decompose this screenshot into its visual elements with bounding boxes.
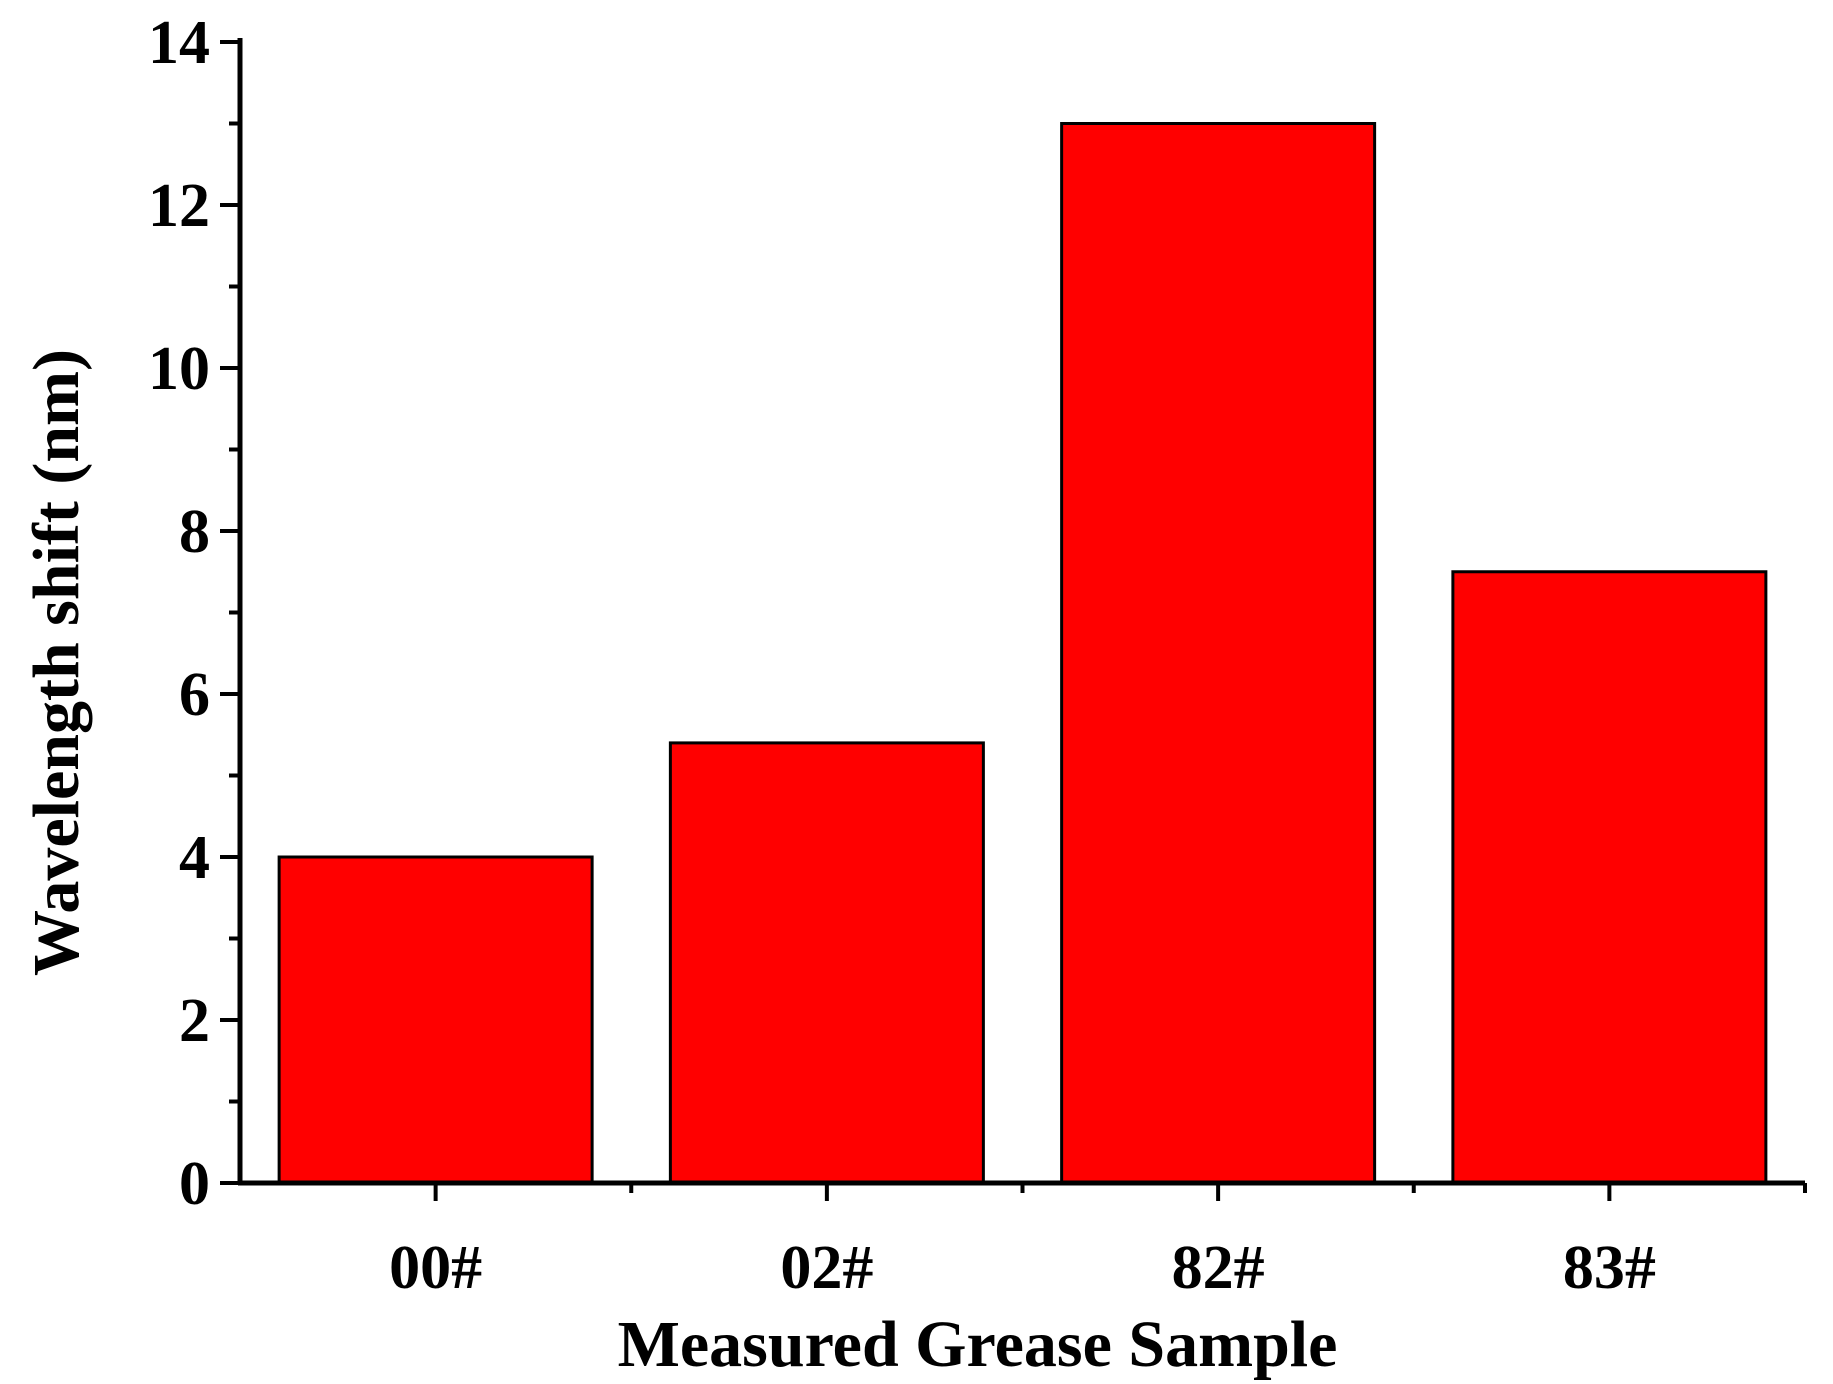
x-tick-label: 83# <box>1563 1234 1656 1302</box>
y-tick-label: 12 <box>148 172 210 240</box>
y-tick-label: 10 <box>148 335 210 403</box>
bar-83 <box>1451 570 1768 1185</box>
x-tick-label: 82# <box>1172 1234 1265 1302</box>
x-axis-title: Measured Grease Sample <box>618 1308 1338 1381</box>
x-tick-label: 00# <box>389 1234 482 1302</box>
bar-02 <box>668 741 985 1185</box>
y-tick-label: 14 <box>148 9 210 77</box>
y-tick-label: 8 <box>179 498 210 566</box>
y-axis-title: Wavelength shift (nm) <box>20 349 93 976</box>
y-tick-label: 4 <box>179 824 210 892</box>
y-tick-label: 2 <box>179 987 210 1055</box>
x-tick-label: 02# <box>780 1234 873 1302</box>
y-tick-label: 6 <box>179 661 210 729</box>
ticks-layer: 00# 02# 82# 83# 0 2 4 6 8 10 12 14 <box>148 9 1807 1302</box>
y-tick-label: 0 <box>179 1150 210 1218</box>
bars-layer <box>277 122 1768 1185</box>
bar-00 <box>277 855 594 1185</box>
bar-82 <box>1060 122 1377 1185</box>
